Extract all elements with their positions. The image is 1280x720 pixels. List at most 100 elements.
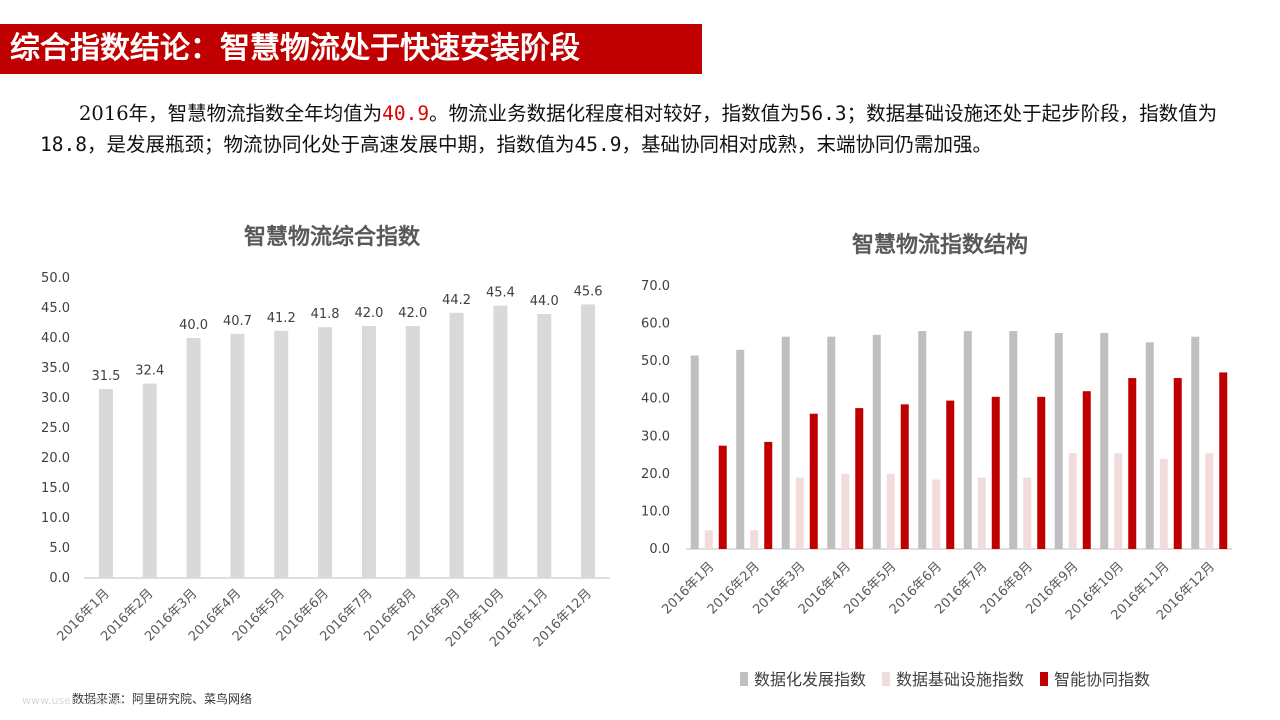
bar — [318, 327, 333, 578]
bar — [809, 413, 818, 549]
y-tick-label: 30.0 — [41, 391, 70, 406]
summary-paragraph: 2016年，智慧物流指数全年均值为40.9。物流业务数据化程度相对较好，指数值为… — [40, 98, 1250, 160]
bar — [918, 331, 927, 549]
composite-index-chart: 智慧物流综合指数 0.0 5.0 10.0 15.0 20.0 25.0 30.0 35.0 4… — [41, 224, 610, 650]
bar — [1100, 332, 1109, 549]
legend-label: 智能协同指数 — [1054, 670, 1150, 689]
y-tick-label: 40.0 — [41, 331, 70, 346]
y-tick-label: 45.0 — [41, 301, 70, 316]
summary-value-collaboration: 45.9 — [574, 133, 622, 156]
bar — [581, 304, 596, 578]
y-tick-label: 5.0 — [49, 541, 70, 556]
title-bar: 综合指数结论：智慧物流处于快速安装阶段 — [0, 24, 702, 74]
bar — [361, 326, 376, 578]
y-tick-label: 50.0 — [641, 354, 670, 369]
bar — [827, 336, 836, 549]
data-label: 44.0 — [530, 294, 559, 309]
bar — [855, 408, 864, 549]
data-label: 41.2 — [267, 311, 296, 326]
summary-text-3: ；数据基础设施还处于起步阶段，指数值为 — [846, 102, 1218, 125]
bar — [1173, 378, 1182, 549]
bar — [1159, 458, 1168, 549]
y-tick-label: 50.0 — [41, 271, 70, 286]
summary-text-4: ，是发展瓶颈；物流协同化处于高速发展中期，指数值为 — [86, 133, 575, 156]
bar — [1205, 453, 1214, 549]
bar — [1009, 331, 1018, 549]
legend-swatch — [1040, 672, 1048, 686]
y-tick-label: 20.0 — [41, 451, 70, 466]
index-structure-chart: 智慧物流指数结构 0.0 10.0 20.0 30.0 40.0 50.0 60.0 70.0… — [641, 232, 1232, 689]
bar — [405, 326, 420, 578]
legend-label: 数据基础设施指数 — [896, 670, 1024, 689]
bar — [142, 383, 157, 578]
summary-value-digitization: 56.3 — [799, 102, 847, 125]
bar — [1114, 453, 1123, 549]
data-label: 45.6 — [574, 284, 603, 299]
summary-value-average: 40.9 — [382, 102, 430, 125]
y-tick-label: 30.0 — [641, 429, 670, 444]
y-tick-label: 35.0 — [41, 361, 70, 376]
bar — [1082, 391, 1091, 549]
y-tick-label: 25.0 — [41, 421, 70, 436]
bar — [230, 333, 245, 578]
bar — [736, 349, 745, 549]
y-tick-label: 0.0 — [649, 542, 670, 557]
chart-title: 智慧物流指数结构 — [852, 232, 1028, 258]
source-note: 数据来源：阿里研究院、菜鸟网络 — [72, 692, 253, 706]
y-tick-label: 20.0 — [641, 467, 670, 482]
bar — [1128, 378, 1137, 549]
data-label: 40.7 — [223, 314, 252, 329]
data-label: 42.0 — [354, 306, 383, 321]
bar — [900, 404, 909, 549]
data-label: 41.8 — [311, 307, 340, 322]
page-title: 综合指数结论：智慧物流处于快速安装阶段 — [10, 31, 580, 66]
data-label: 31.5 — [91, 369, 120, 384]
summary-text-1: 2016年，智慧物流指数全年均值为 — [79, 102, 383, 125]
bar — [750, 530, 759, 549]
chart-title: 智慧物流综合指数 — [244, 224, 421, 250]
y-tick-label: 10.0 — [41, 511, 70, 526]
bar — [781, 336, 790, 549]
y-tick-label: 0.0 — [49, 571, 70, 586]
bar — [1054, 332, 1063, 549]
bar — [963, 331, 972, 549]
bar — [1145, 342, 1154, 549]
y-tick-label: 70.0 — [641, 279, 670, 294]
bar — [886, 473, 895, 549]
bar — [991, 396, 1000, 549]
bar — [718, 445, 727, 549]
legend-swatch — [740, 672, 748, 686]
bar — [690, 355, 699, 549]
y-tick-label: 15.0 — [41, 481, 70, 496]
bar — [1191, 336, 1200, 549]
bar — [274, 330, 289, 578]
bar — [1219, 372, 1228, 549]
data-label: 45.4 — [486, 286, 515, 301]
bar — [795, 477, 804, 549]
legend-label: 数据化发展指数 — [754, 670, 866, 689]
data-label: 32.4 — [135, 364, 164, 379]
bar — [1037, 396, 1046, 549]
y-tick-label: 40.0 — [641, 392, 670, 407]
bar — [841, 473, 850, 549]
bar — [493, 305, 508, 578]
bar — [1023, 477, 1032, 549]
bar — [449, 312, 464, 578]
bar — [704, 530, 713, 549]
bar — [98, 389, 113, 578]
bar — [872, 334, 881, 549]
bar — [977, 477, 986, 549]
data-label: 44.2 — [442, 293, 471, 308]
bar — [1068, 453, 1077, 549]
watermark: www.useit.com.cn — [22, 694, 122, 707]
summary-text-5: ，基础协同相对成熟，末端协同仍需加强。 — [621, 133, 992, 156]
bar — [186, 338, 201, 578]
summary-value-infrastructure: 18.8 — [40, 133, 87, 156]
data-label: 42.0 — [398, 306, 427, 321]
bar — [932, 479, 941, 549]
bar — [764, 441, 773, 549]
data-label: 40.0 — [179, 318, 208, 333]
legend-swatch — [882, 672, 890, 686]
bar — [537, 314, 552, 578]
y-tick-label: 60.0 — [641, 317, 670, 332]
